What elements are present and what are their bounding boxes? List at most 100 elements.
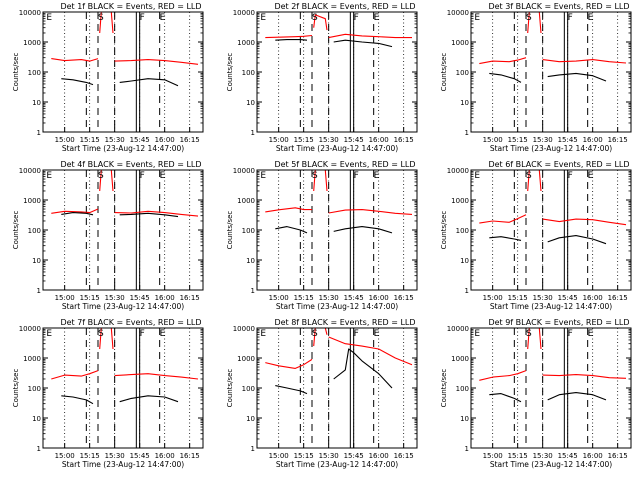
lld-rate-line <box>328 33 412 39</box>
detector-panel-5: Det 5f BLACK = Events, RED = LLD 1 10 100 10… <box>226 160 418 311</box>
events-rate-line <box>61 395 94 405</box>
y-tick-label: 10000 <box>19 167 41 175</box>
x-tick-label: 15:15 <box>294 452 314 460</box>
phase-marker-label: F <box>140 13 145 23</box>
x-tick-label: 16:00 <box>155 294 175 302</box>
lld-rate-line <box>479 57 527 65</box>
x-tick-label: 16:15 <box>608 452 628 460</box>
plot-frame <box>470 11 632 133</box>
panel-title: Det 1f BLACK = Events, RED = LLD <box>60 2 201 11</box>
detector-panel-1: Det 1f BLACK = Events, RED = LLD 1 10 100 10… <box>12 2 204 153</box>
x-tick-label: 16:15 <box>180 136 200 144</box>
x-tick-label: 15:00 <box>55 136 75 144</box>
x-tick-label: 15:15 <box>80 294 100 302</box>
x-axis-title: Start Time (23-Aug-12 14:47:00) <box>62 460 184 469</box>
y-tick-label: 1 <box>251 129 255 137</box>
lld-rate-line <box>313 14 328 31</box>
x-tick-label: 15:45 <box>130 452 150 460</box>
x-axis-title: Start Time (23-Aug-12 14:47:00) <box>276 144 398 153</box>
x-tick-label: 16:00 <box>583 452 603 460</box>
x-axis-title: Start Time (23-Aug-12 14:47:00) <box>490 460 612 469</box>
lld-rate-line <box>328 209 413 215</box>
x-tick-label: 15:45 <box>130 294 150 302</box>
x-tick-label: 15:45 <box>344 136 364 144</box>
y-tick-label: 10000 <box>447 167 469 175</box>
events-rate-line <box>547 72 607 82</box>
phase-marker-label: S <box>526 13 532 23</box>
y-tick-label: 100 <box>456 385 469 393</box>
x-tick-label: 15:15 <box>508 136 528 144</box>
phase-marker-label: F <box>568 13 573 23</box>
y-tick-label: 100 <box>28 69 41 77</box>
x-tick-label: 16:00 <box>583 294 603 302</box>
events-rate-line <box>489 236 522 241</box>
phase-marker-label: F <box>568 329 573 339</box>
phase-marker-label: E <box>588 171 594 181</box>
lld-rate-line <box>51 370 99 380</box>
lld-rate-line <box>114 210 199 217</box>
x-tick-label: 15:30 <box>533 136 553 144</box>
phase-marker-label: S <box>98 329 104 339</box>
y-tick-label: 10000 <box>233 167 255 175</box>
x-tick-label: 15:00 <box>269 452 289 460</box>
phase-marker-label: E <box>260 171 266 181</box>
lld-rate-line <box>479 370 527 381</box>
y-tick-label: 1 <box>465 445 469 453</box>
x-tick-label: 15:00 <box>483 452 503 460</box>
lld-rate-line <box>542 374 627 379</box>
phase-marker-label: S <box>526 329 532 339</box>
events-rate-line <box>119 395 179 403</box>
x-tick-label: 15:45 <box>558 294 578 302</box>
phase-marker-label: F <box>354 171 359 181</box>
lld-rate-line <box>51 58 99 62</box>
y-tick-label: 10 <box>32 415 41 423</box>
x-axis-title: Start Time (23-Aug-12 14:47:00) <box>276 460 398 469</box>
lld-rate-line <box>542 218 627 226</box>
x-tick-label: 16:15 <box>608 136 628 144</box>
plot-frame <box>42 11 204 133</box>
lld-rate-line <box>265 358 313 369</box>
lld-rate-line <box>479 214 527 224</box>
x-tick-label: 15:15 <box>80 452 100 460</box>
phase-marker-label: E <box>474 13 480 23</box>
y-axis-title: Counts/sec <box>226 211 234 250</box>
y-tick-label: 1 <box>37 287 41 295</box>
y-tick-label: 10 <box>246 257 255 265</box>
y-axis-title: Counts/sec <box>440 211 448 250</box>
x-tick-label: 16:00 <box>369 136 389 144</box>
events-rate-line <box>489 72 522 83</box>
x-tick-label: 15:45 <box>558 452 578 460</box>
y-tick-label: 10000 <box>19 325 41 333</box>
y-tick-label: 1000 <box>237 197 255 205</box>
detector-panel-2: Det 2f BLACK = Events, RED = LLD 1 10 100 10… <box>226 2 418 153</box>
y-tick-label: 100 <box>242 227 255 235</box>
phase-marker-label: E <box>260 13 266 23</box>
x-tick-label: 15:15 <box>508 452 528 460</box>
x-axis-title: Start Time (23-Aug-12 14:47:00) <box>62 144 184 153</box>
y-axis-title: Counts/sec <box>226 369 234 408</box>
y-tick-label: 100 <box>456 227 469 235</box>
plot-frame <box>470 169 632 291</box>
x-tick-label: 15:45 <box>344 452 364 460</box>
y-tick-label: 10 <box>246 415 255 423</box>
x-tick-label: 15:30 <box>105 452 125 460</box>
panel-title: Det 8f BLACK = Events, RED = LLD <box>274 318 415 327</box>
x-tick-label: 16:00 <box>369 452 389 460</box>
y-tick-label: 10 <box>460 257 469 265</box>
y-tick-label: 10000 <box>447 325 469 333</box>
panel-title: Det 4f BLACK = Events, RED = LLD <box>60 160 201 169</box>
phase-marker-label: E <box>160 13 166 23</box>
phase-marker-label: S <box>312 171 318 181</box>
x-tick-label: 15:00 <box>269 294 289 302</box>
x-tick-label: 15:30 <box>319 294 339 302</box>
y-tick-label: 100 <box>28 385 41 393</box>
y-axis-title: Counts/sec <box>440 53 448 92</box>
y-tick-label: 1000 <box>237 39 255 47</box>
x-tick-label: 15:30 <box>533 452 553 460</box>
y-tick-label: 10 <box>460 99 469 107</box>
x-tick-label: 16:00 <box>369 294 389 302</box>
y-tick-label: 1 <box>465 287 469 295</box>
events-rate-line <box>547 235 607 245</box>
phase-marker-label: E <box>46 329 52 339</box>
x-tick-label: 15:15 <box>80 136 100 144</box>
